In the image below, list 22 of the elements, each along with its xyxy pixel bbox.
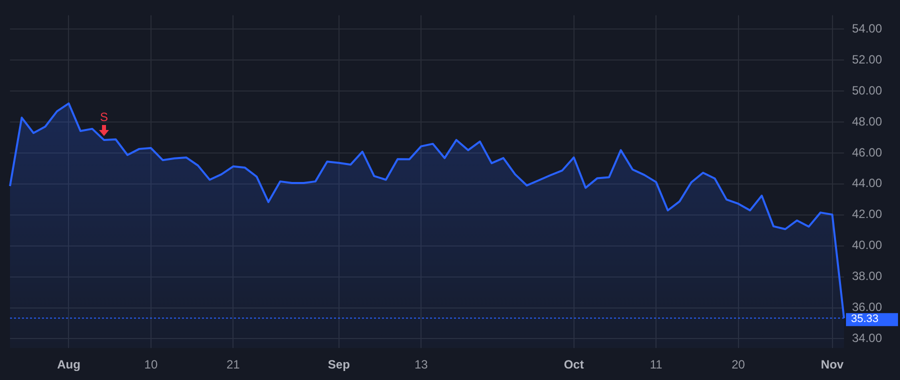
y-tick-label: 54.00 bbox=[852, 21, 882, 36]
y-tick-label: 44.00 bbox=[852, 176, 882, 190]
y-tick-label: 50.00 bbox=[852, 83, 882, 98]
y-tick-label: 38.00 bbox=[852, 269, 882, 284]
x-tick-label: 20 bbox=[732, 358, 746, 372]
y-tick-label: 40.00 bbox=[852, 238, 882, 252]
y-tick-label: 42.00 bbox=[852, 207, 882, 222]
x-tick-label: 13 bbox=[414, 358, 428, 372]
y-tick-label: 52.00 bbox=[852, 52, 882, 66]
annotation: S bbox=[98, 110, 109, 124]
y-tick-label: 34.00 bbox=[852, 331, 882, 346]
x-tick-label: Nov bbox=[820, 358, 844, 372]
y-tick-label: 46.00 bbox=[852, 145, 882, 160]
y-tick-label: 36.00 bbox=[852, 300, 882, 314]
x-tick-label: 10 bbox=[144, 358, 158, 372]
x-tick-label: Sep bbox=[328, 358, 350, 372]
x-tick-label: Oct bbox=[564, 358, 584, 372]
ref-line-label: 35.33 bbox=[851, 313, 879, 326]
x-tick-label: 11 bbox=[650, 358, 663, 372]
y-tick-label: 48.00 bbox=[852, 114, 882, 128]
x-tick-label: Aug bbox=[57, 358, 80, 372]
x-tick-label: 21 bbox=[226, 358, 240, 372]
